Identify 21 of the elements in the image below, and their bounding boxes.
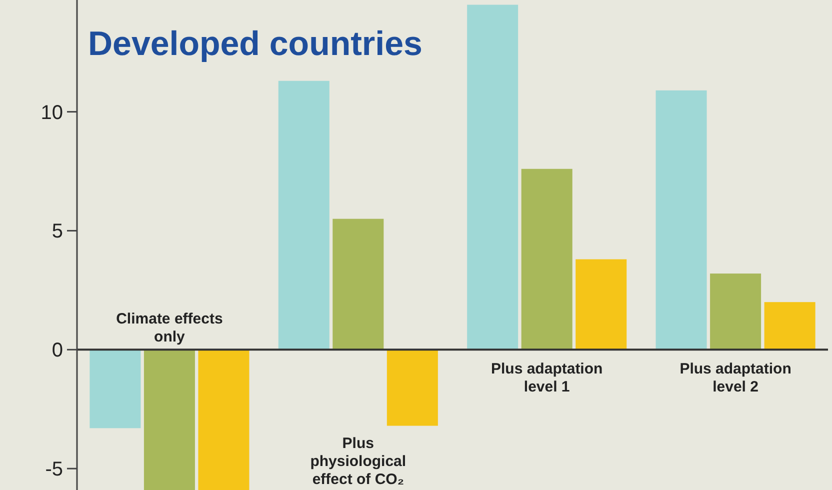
bar [521,168,572,350]
bar [467,4,518,350]
bar [144,350,195,490]
x-tick-label: Plus adaptation level 1 [491,360,603,396]
text: Developed countries [88,25,422,63]
bar [710,274,762,350]
bar [332,218,384,350]
y-tick-label: -5 [45,458,63,481]
x-tick-label: Climate effects only [116,310,223,346]
y-tick-label: 0 [52,340,63,362]
y-tick-label: 5 [52,220,63,243]
bar [198,350,250,490]
bar [764,302,816,350]
x-tick-label: Plus adaptation level 2 [680,360,792,396]
y-tick-label: 10 [40,102,63,124]
bar [656,90,707,350]
bar [278,80,330,350]
x-tick-label: Plus physiological effect of CO₂ [310,434,406,488]
bar [576,259,627,350]
bar [386,350,438,426]
bar [90,350,141,428]
